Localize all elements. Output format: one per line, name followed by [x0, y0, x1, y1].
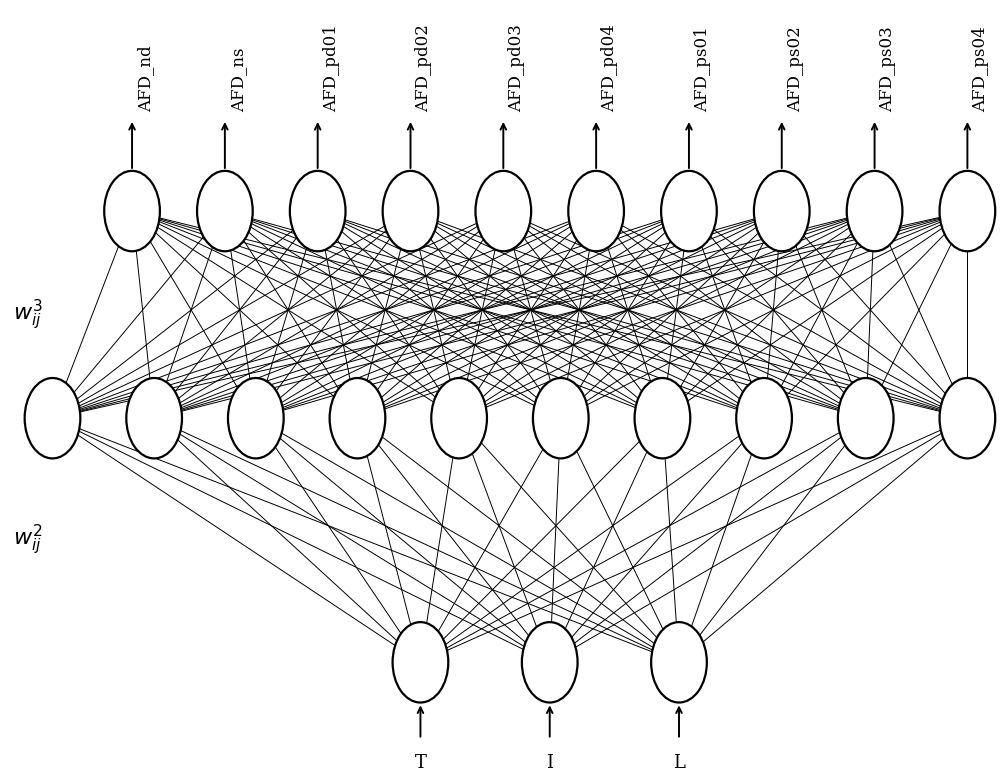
Ellipse shape	[383, 171, 438, 251]
Ellipse shape	[228, 378, 284, 458]
Ellipse shape	[475, 171, 531, 251]
Ellipse shape	[754, 171, 810, 251]
Ellipse shape	[126, 378, 182, 458]
Text: AFD_pd03: AFD_pd03	[508, 24, 525, 112]
Text: AFD_ps02: AFD_ps02	[787, 26, 804, 112]
Text: T: T	[415, 754, 426, 772]
Ellipse shape	[940, 378, 995, 458]
Ellipse shape	[736, 378, 792, 458]
Ellipse shape	[940, 171, 995, 251]
Ellipse shape	[533, 378, 589, 458]
Ellipse shape	[635, 378, 690, 458]
Text: $w_{ij}^2$: $w_{ij}^2$	[13, 523, 42, 557]
Ellipse shape	[522, 622, 578, 703]
Ellipse shape	[25, 378, 80, 458]
Ellipse shape	[847, 171, 902, 251]
Ellipse shape	[661, 171, 717, 251]
Text: AFD_pd04: AFD_pd04	[601, 24, 618, 112]
Text: $w_{ij}^3$: $w_{ij}^3$	[13, 298, 42, 332]
Ellipse shape	[651, 622, 707, 703]
Ellipse shape	[104, 171, 160, 251]
Ellipse shape	[197, 171, 253, 251]
Ellipse shape	[290, 171, 346, 251]
Text: AFD_pd01: AFD_pd01	[323, 24, 340, 112]
Text: AFD_nd: AFD_nd	[137, 45, 154, 112]
Ellipse shape	[393, 622, 448, 703]
Text: AFD_ps04: AFD_ps04	[972, 26, 989, 112]
Text: AFD_ps01: AFD_ps01	[694, 26, 711, 112]
Ellipse shape	[568, 171, 624, 251]
Text: I: I	[546, 754, 553, 772]
Ellipse shape	[431, 378, 487, 458]
Text: L: L	[673, 754, 685, 772]
Text: AFD_ps03: AFD_ps03	[880, 26, 897, 112]
Ellipse shape	[838, 378, 894, 458]
Ellipse shape	[330, 378, 385, 458]
Text: AFD_ns: AFD_ns	[230, 47, 247, 112]
Text: AFD_pd02: AFD_pd02	[415, 24, 432, 112]
